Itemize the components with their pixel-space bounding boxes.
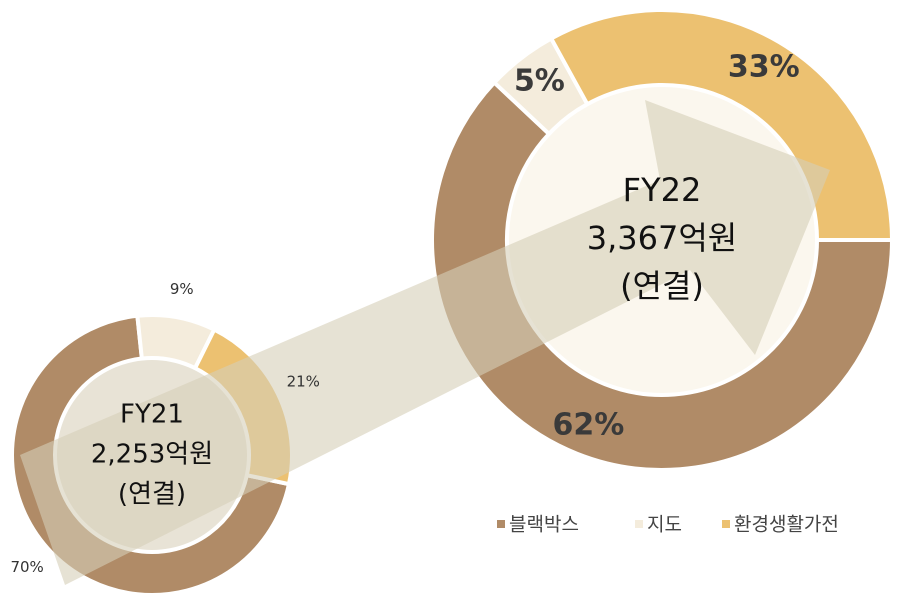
data-label: 9% <box>170 280 194 298</box>
legend-label: 환경생활가전 <box>734 514 839 536</box>
legend-label: 지도 <box>647 514 682 536</box>
data-label: 5% <box>514 63 565 98</box>
center-title: 3,367억원 <box>587 219 738 257</box>
data-label: 62% <box>552 407 624 442</box>
donut-segment <box>430 79 895 472</box>
legend-swatch <box>497 520 505 528</box>
data-label: 33% <box>728 49 800 84</box>
center-title: (연결) <box>620 267 704 305</box>
labels: 70% 9% 21% FY21 2,253억원 (연결) 62% 5% 33% FY22 3,367… <box>10 49 838 576</box>
legend-swatch <box>722 520 730 528</box>
legend-swatch <box>635 520 643 528</box>
growth-arrow <box>20 100 830 585</box>
center-title: FY21 <box>120 400 184 430</box>
center-title: 2,253억원 <box>91 440 213 470</box>
data-label: 21% <box>287 372 320 390</box>
center-title: (연결) <box>118 480 186 510</box>
center-title: FY22 <box>623 171 702 209</box>
legend-label: 블랙박스 <box>509 514 579 536</box>
data-label: 70% <box>10 558 43 576</box>
